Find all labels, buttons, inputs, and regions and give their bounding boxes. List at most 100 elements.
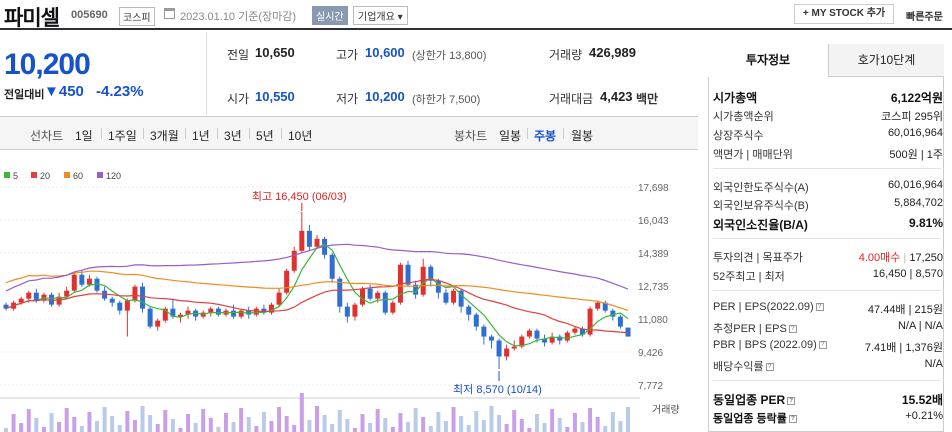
candle-body (79, 274, 85, 285)
candle-body (610, 310, 616, 317)
tab-daily[interactable]: 일봉 (499, 129, 522, 143)
volume-bar (19, 423, 24, 432)
help-icon[interactable]: ? (788, 325, 797, 334)
tab-1d[interactable]: 1일 (75, 129, 93, 143)
volume-bar (231, 422, 236, 432)
volume-bar (79, 426, 84, 432)
divider (713, 380, 941, 381)
market-cap-value: 6,122억원 (890, 91, 943, 105)
ma-line-60 (5, 270, 629, 311)
volume-bar (26, 409, 31, 432)
tab-weekly[interactable]: 주봉 (534, 129, 557, 143)
tab-invest-info[interactable]: 투자정보 (708, 44, 828, 77)
foreign-limit-label: 외국인한도주식수(A) (713, 182, 809, 194)
volume-bar (132, 420, 137, 432)
candle-body (64, 290, 70, 297)
help-icon[interactable]: ? (765, 363, 774, 372)
help-icon[interactable]: ? (788, 415, 797, 424)
tab-10y[interactable]: 10년 (288, 129, 313, 143)
shares-value: 60,016,964 (887, 127, 943, 139)
industry-per-label-text: 동일업종 PER (713, 393, 786, 407)
stock-code: 005690 (71, 9, 108, 21)
candle-body (367, 288, 373, 299)
volume-bar (398, 413, 403, 432)
volume-bar (216, 427, 221, 432)
volume-bar (519, 419, 524, 432)
volume-bar (57, 422, 62, 432)
candle-body (352, 304, 358, 317)
volume-bar (125, 411, 130, 432)
volume-bar (307, 420, 312, 432)
low-label: 저가 (336, 92, 359, 106)
candle-body (413, 284, 419, 295)
industry-rate-row: 동일업종 등락률? +0.21% (713, 410, 943, 426)
amount-label: 거래대금 (549, 92, 594, 106)
change-amount: ▼450 (44, 83, 84, 100)
foreign-hold-row: 외국인보유주식수(B) 5,884,702 (713, 197, 943, 213)
divider (281, 128, 282, 139)
volume-bar (269, 421, 274, 432)
volume-bar (512, 410, 517, 432)
help-icon[interactable]: ? (815, 303, 824, 312)
divider (713, 238, 941, 239)
company-overview-dropdown[interactable]: 기업개요 ▾ (353, 6, 408, 25)
volume-bar (595, 417, 600, 432)
amount-value: 4,423 (600, 89, 633, 104)
candle-body (405, 264, 411, 285)
candle-body (177, 314, 183, 317)
add-mystock-button[interactable]: + MY STOCK 추가 (794, 4, 894, 24)
industry-rate-label-text: 동일업종 등락률 (713, 413, 787, 425)
volume-bar (163, 410, 168, 432)
volume-bar (489, 406, 494, 432)
volume-bar (474, 411, 479, 432)
candle-body (140, 286, 146, 309)
help-icon[interactable]: ? (787, 396, 796, 405)
realtime-button[interactable]: 실시간 (312, 6, 348, 25)
tab-1y[interactable]: 1년 (192, 129, 210, 143)
market-cap-rank-row: 시가총액순위 코스피 295위 (713, 108, 943, 124)
tab-order-book[interactable]: 호가10단계 (828, 44, 944, 77)
y-tick-label: 12,735 (638, 282, 669, 293)
legend-swatch (4, 172, 10, 178)
tab-3y[interactable]: 3년 (224, 129, 242, 143)
volume-value: 426,989 (589, 45, 636, 60)
candle-body (33, 292, 39, 301)
range52-value: 16,450 | 8,570 (872, 268, 943, 280)
candle-body (71, 274, 77, 291)
volume-bar (102, 407, 107, 432)
quick-order-link[interactable]: 빠른주문 (906, 12, 943, 23)
market-badge: 코스피 (119, 7, 155, 26)
tab-1w[interactable]: 1주일 (108, 129, 137, 143)
est-per-row: 추정PER | EPS? N/A | N/A (713, 320, 943, 336)
low-value: 10,200 (365, 89, 405, 104)
market-cap-row: 시가총액 6,122억원 (713, 89, 943, 105)
est-per-value: N/A | N/A (897, 320, 943, 332)
pbr-label-text: PBR | BPS (2022.09) (713, 339, 817, 351)
price-chart[interactable]: 17,698 16,043 14,389 12,735 11,080 9,426 7,772… (0, 151, 698, 432)
volume-bar (148, 415, 153, 432)
volume-bar (4, 428, 8, 432)
candle-body (595, 302, 601, 309)
tab-5y[interactable]: 5년 (256, 129, 274, 143)
current-price: 10,200 (4, 48, 91, 81)
volume-bar (64, 408, 69, 432)
tab-3m[interactable]: 3개월 (150, 129, 179, 143)
candle-body (56, 296, 62, 305)
pbr-label: PBR | BPS (2022.09)? (713, 339, 827, 351)
help-icon[interactable]: ? (818, 341, 827, 350)
foreign-hold-value: 5,884,702 (894, 197, 943, 209)
y-tick-label: 17,698 (638, 183, 669, 194)
foreign-limit-row: 외국인한도주식수(A) 60,016,964 (713, 179, 943, 195)
dividend-value: N/A (924, 358, 943, 370)
y-tick-label: 16,043 (638, 216, 669, 227)
volume-bar (34, 418, 39, 432)
tab-monthly[interactable]: 월봉 (571, 129, 594, 143)
divider (143, 128, 144, 139)
volume-bar (140, 406, 145, 432)
candle-body (390, 302, 396, 313)
volume-bar (246, 417, 251, 432)
pbr-value: 7.41배 | 1,376원 (864, 342, 943, 354)
face-value-row: 액면가 | 매매단위 500원 | 1주 (713, 146, 943, 162)
change-label: 전일대비 (4, 89, 45, 101)
candle-body (344, 306, 350, 317)
